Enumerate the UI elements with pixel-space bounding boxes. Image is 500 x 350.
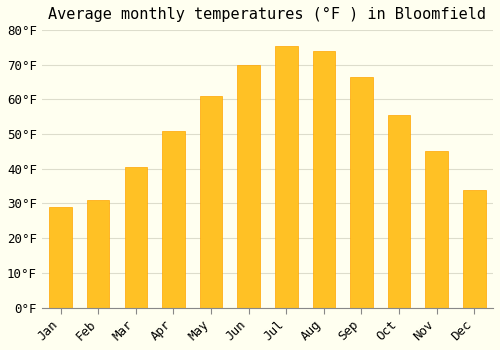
Bar [388,115,410,308]
Bar [200,96,222,308]
Bar [426,152,448,308]
Title: Average monthly temperatures (°F ) in Bloomfield: Average monthly temperatures (°F ) in Bl… [48,7,486,22]
Bar [162,131,184,308]
Bar [124,167,147,308]
Bar [350,77,372,308]
Bar [275,46,297,308]
Bar [238,65,260,308]
Bar [463,190,485,308]
Bar [87,200,110,308]
Bar [50,207,72,308]
Bar [312,51,335,308]
